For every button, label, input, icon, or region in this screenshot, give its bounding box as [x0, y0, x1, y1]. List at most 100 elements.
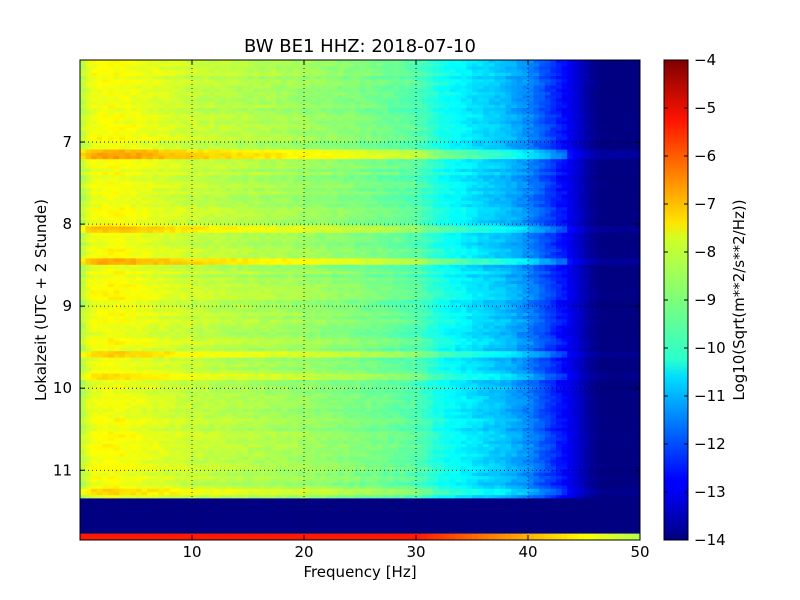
- heatmap-cell: [276, 114, 283, 119]
- heatmap-cell: [376, 88, 383, 93]
- heatmap-cell: [304, 82, 311, 87]
- heatmap-cell: [236, 88, 243, 93]
- heatmap-cell: [628, 76, 635, 80]
- heatmap-cell: [606, 63, 613, 67]
- heatmap-cell: [214, 95, 221, 99]
- heatmap-cell: [494, 63, 501, 67]
- heatmap-cell: [96, 111, 103, 115]
- heatmap-cell: [628, 101, 635, 106]
- heatmap-cell: [147, 66, 154, 71]
- heatmap-cell: [253, 108, 260, 112]
- heatmap-cell: [225, 98, 232, 103]
- heatmap-cell: [628, 111, 635, 115]
- heatmap-cell: [472, 95, 479, 99]
- heatmap-cell: [589, 82, 596, 87]
- chart-title: BW BE1 HHZ: 2018-07-10: [244, 36, 476, 57]
- heatmap-cell: [382, 95, 389, 99]
- heatmap-cell: [516, 69, 523, 74]
- heatmap-cell: [371, 101, 378, 106]
- heatmap-cell: [147, 114, 154, 119]
- heatmap-cell: [505, 101, 512, 106]
- heatmap-cell: [354, 60, 361, 64]
- heatmap-cell: [158, 111, 165, 115]
- heatmap-cell: [264, 108, 271, 112]
- heatmap-cell: [225, 114, 232, 119]
- heatmap-cell: [371, 69, 378, 74]
- heatmap-cell: [455, 111, 462, 115]
- heatmap-cell: [253, 88, 260, 93]
- heatmap-cell: [556, 88, 563, 93]
- heatmap-cell: [634, 79, 640, 83]
- heatmap-cell: [572, 82, 579, 87]
- heatmap-cell: [500, 95, 507, 99]
- heatmap-cell: [164, 60, 171, 64]
- heatmap-cell: [589, 88, 596, 93]
- heatmap-cell: [561, 111, 568, 115]
- heatmap-cell: [494, 101, 501, 106]
- heatmap-cell: [270, 63, 277, 67]
- heatmap-cell: [612, 92, 619, 96]
- heatmap-cell: [617, 98, 624, 103]
- heatmap-cell: [102, 108, 109, 112]
- heatmap-cell: [152, 114, 159, 119]
- heatmap-cell: [169, 114, 176, 119]
- heatmap-cell: [516, 76, 523, 80]
- heatmap-cell: [505, 72, 512, 77]
- heatmap-cell: [388, 85, 395, 90]
- heatmap-cell: [326, 76, 333, 80]
- heatmap-cell: [186, 98, 193, 103]
- heatmap-cell: [606, 76, 613, 80]
- heatmap-cell: [236, 98, 243, 103]
- heatmap-cell: [589, 60, 596, 64]
- heatmap-cell: [444, 88, 451, 93]
- heatmap-cell: [214, 63, 221, 67]
- heatmap-cell: [124, 95, 131, 99]
- heatmap-cell: [466, 95, 473, 99]
- heatmap-cell: [197, 92, 204, 96]
- heatmap-cell: [113, 79, 120, 83]
- heatmap-cell: [220, 76, 227, 80]
- heatmap-cell: [175, 98, 182, 103]
- heatmap-cell: [158, 72, 165, 77]
- heatmap-cell: [315, 104, 322, 109]
- heatmap-cell: [253, 66, 260, 71]
- heatmap-cell: [270, 104, 277, 109]
- heatmap-cell: [483, 69, 490, 74]
- heatmap-cell: [108, 72, 115, 77]
- heatmap-cell: [572, 79, 579, 83]
- heatmap-cell: [606, 108, 613, 112]
- heatmap-cell: [382, 60, 389, 64]
- heatmap-cell: [348, 95, 355, 99]
- heatmap-cell: [276, 108, 283, 112]
- heatmap-cell: [96, 63, 103, 67]
- heatmap-cell: [382, 72, 389, 77]
- heatmap-cell: [354, 76, 361, 80]
- heatmap-cell: [472, 79, 479, 83]
- heatmap-cell: [141, 69, 148, 74]
- heatmap-cell: [281, 101, 288, 106]
- heatmap-cell: [113, 92, 120, 96]
- heatmap-cell: [298, 98, 305, 103]
- heatmap-cell: [287, 104, 294, 109]
- heatmap-cell: [472, 98, 479, 103]
- heatmap-cell: [164, 111, 171, 115]
- heatmap-cell: [326, 101, 333, 106]
- heatmap-cell: [567, 92, 574, 96]
- heatmap-cell: [253, 82, 260, 87]
- heatmap-cell: [309, 82, 316, 87]
- heatmap-cell: [578, 76, 585, 80]
- heatmap-cell: [220, 66, 227, 71]
- heatmap-cell: [572, 98, 579, 103]
- heatmap-cell: [147, 79, 154, 83]
- heatmap-cell: [326, 66, 333, 71]
- heatmap-cell: [360, 98, 367, 103]
- heatmap-cell: [80, 69, 87, 74]
- heatmap-cell: [584, 101, 591, 106]
- heatmap-cell: [192, 114, 199, 119]
- heatmap-cell: [522, 92, 529, 96]
- heatmap-cell: [337, 79, 344, 83]
- heatmap-cell: [376, 69, 383, 74]
- heatmap-cell: [147, 69, 154, 74]
- heatmap-cell: [169, 66, 176, 71]
- heatmap-cell: [432, 95, 439, 99]
